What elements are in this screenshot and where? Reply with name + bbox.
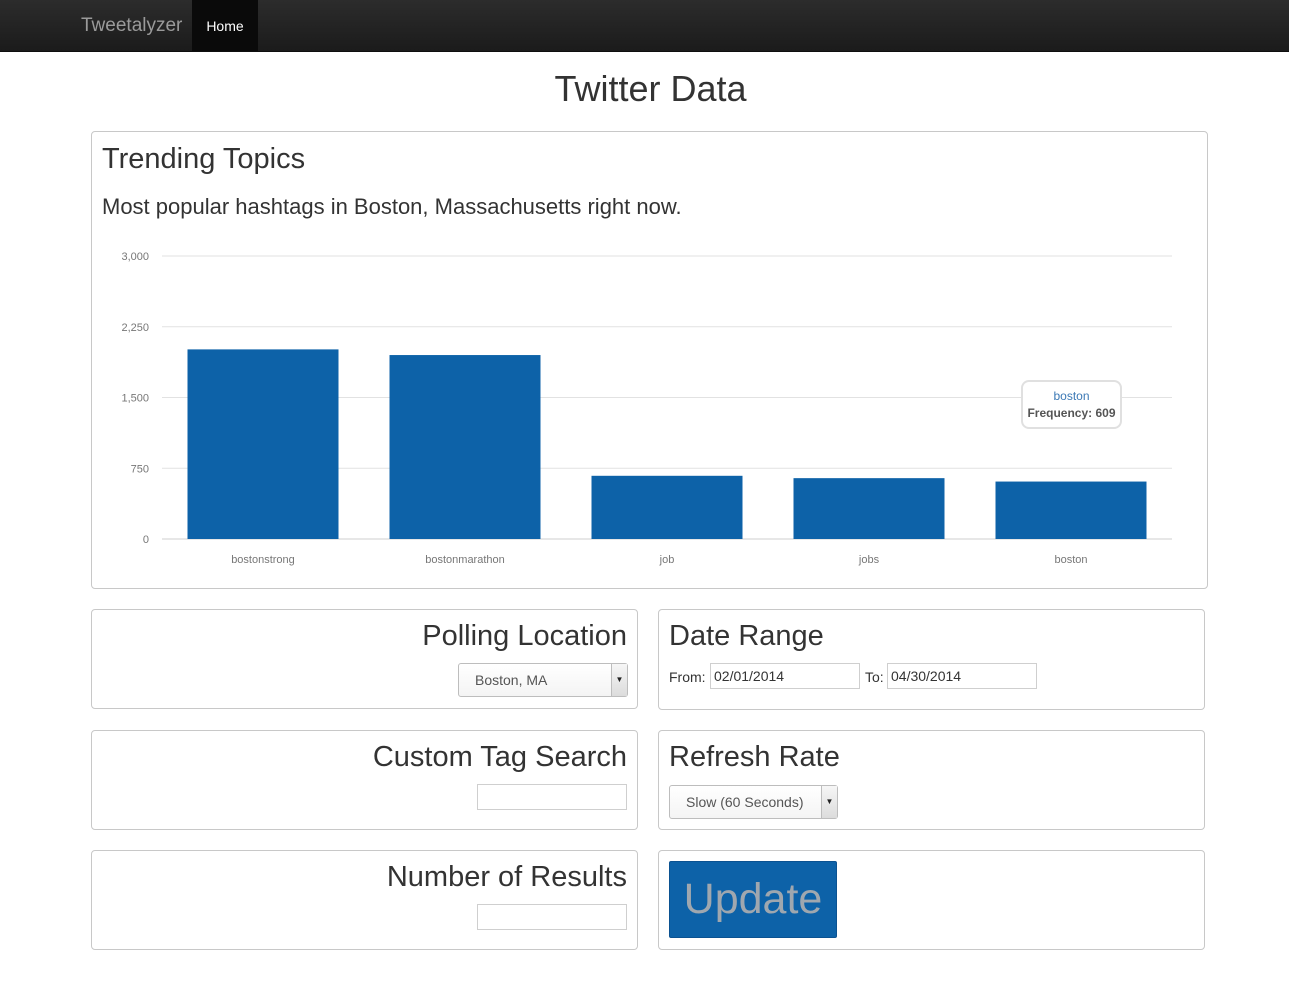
date-to-input[interactable]: 04/30/2014 <box>887 663 1037 689</box>
y-tick-label: 3,000 <box>121 251 149 263</box>
bar-bostonstrong[interactable] <box>187 349 339 539</box>
date-range-title: Date Range <box>669 620 824 652</box>
polling-location-select[interactable]: Boston, MA ▼ <box>458 663 628 697</box>
refresh-rate-title: Refresh Rate <box>669 741 840 773</box>
bar-jobs[interactable] <box>793 478 945 539</box>
x-tick-label: boston <box>1054 554 1087 566</box>
page-title: Twitter Data <box>554 68 747 109</box>
brand-link[interactable]: Tweetalyzer <box>81 15 183 36</box>
y-tick-label: 1,500 <box>121 393 149 405</box>
tooltip-category: boston <box>1053 389 1090 403</box>
x-tick-label: bostonstrong <box>231 554 295 566</box>
tooltip-frequency: Frequency: 609 <box>1027 406 1116 420</box>
number-of-results-title: Number of Results <box>386 861 627 893</box>
navbar: Tweetalyzer Home <box>0 0 1289 52</box>
x-tick-label: bostonmarathon <box>425 554 505 566</box>
date-range-panel: Date Range From: 02/01/2014 To: 04/30/20… <box>658 609 1205 710</box>
x-tick-label: jobs <box>858 554 880 566</box>
bar-bostonmarathon[interactable] <box>389 355 541 539</box>
trending-subtitle: Most popular hashtags in Boston, Massach… <box>102 194 682 219</box>
y-tick-label: 0 <box>143 534 149 546</box>
date-from-input[interactable]: 02/01/2014 <box>710 663 860 689</box>
custom-tag-title: Custom Tag Search <box>372 741 627 773</box>
update-button[interactable]: Update <box>669 861 837 938</box>
date-to-label: To: <box>865 669 884 685</box>
x-tick-label: job <box>659 554 675 566</box>
custom-tag-input[interactable] <box>477 784 627 810</box>
chart-tooltip: boston Frequency: 609 <box>1021 380 1122 429</box>
date-from-label: From: <box>669 669 706 685</box>
polling-location-value: Boston, MA <box>475 672 548 688</box>
refresh-rate-select[interactable]: Slow (60 Seconds) ▼ <box>669 785 838 819</box>
bar-job[interactable] <box>591 475 743 539</box>
nav-home-link[interactable]: Home <box>192 0 258 51</box>
polling-location-title: Polling Location <box>422 620 627 652</box>
custom-tag-panel: Custom Tag Search <box>91 730 638 830</box>
dropdown-arrow-icon[interactable]: ▼ <box>611 664 627 696</box>
trending-chart: 0 750 1,500 2,250 3,000 bostonstrong bostonmar… <box>121 251 1172 566</box>
refresh-rate-panel: Refresh Rate Slow (60 Seconds) ▼ <box>658 730 1205 830</box>
refresh-rate-value: Slow (60 Seconds) <box>686 794 804 810</box>
dropdown-arrow-icon[interactable]: ▼ <box>821 786 837 818</box>
number-of-results-input[interactable] <box>477 904 627 930</box>
polling-location-panel: Polling Location Boston, MA ▼ <box>91 609 638 709</box>
number-of-results-panel: Number of Results <box>91 850 638 950</box>
y-tick-label: 2,250 <box>121 322 149 334</box>
bar-boston[interactable] <box>995 481 1147 539</box>
update-panel: Update <box>658 850 1205 950</box>
y-tick-label: 750 <box>131 463 149 475</box>
trending-panel: Trending Topics Most popular hashtags in… <box>91 131 1208 589</box>
trending-title: Trending Topics <box>102 143 306 175</box>
